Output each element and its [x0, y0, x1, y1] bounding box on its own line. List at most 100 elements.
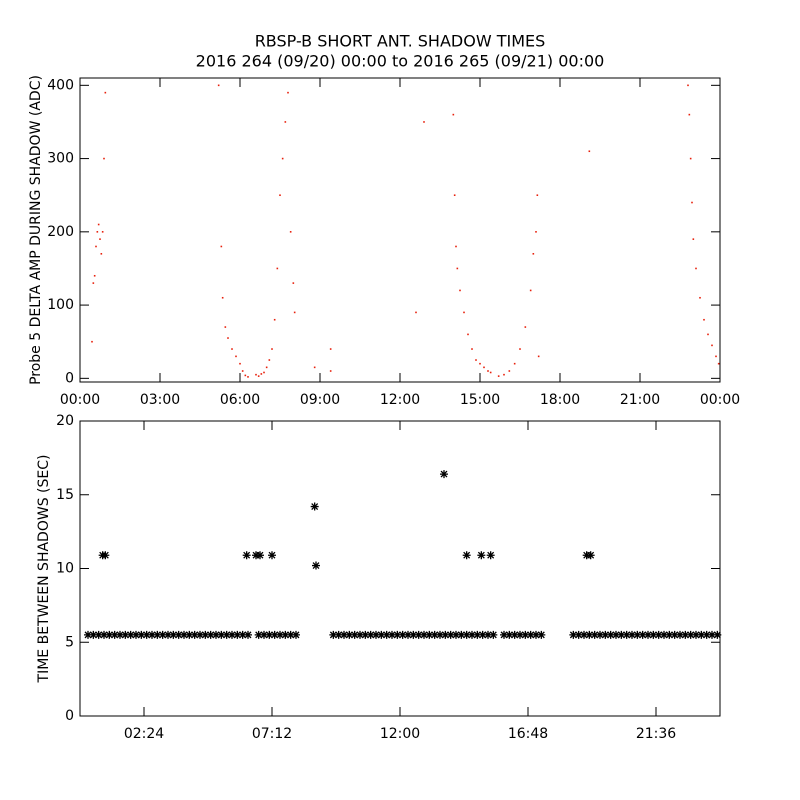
point	[231, 348, 233, 350]
point	[423, 121, 425, 123]
point	[484, 630, 492, 639]
point	[467, 333, 469, 336]
point	[508, 370, 511, 372]
point	[692, 630, 700, 639]
point	[228, 630, 236, 639]
point	[257, 375, 260, 377]
point	[521, 630, 530, 639]
y-axis-label: TIME BETWEEN SHADOWS (SEC)	[36, 455, 52, 684]
point	[691, 201, 693, 204]
point	[524, 326, 527, 328]
x-tick-label: 16:48	[508, 726, 548, 742]
y-tick-label: 200	[47, 224, 74, 240]
point	[132, 630, 140, 639]
point	[462, 630, 471, 639]
point	[415, 311, 417, 314]
point	[463, 311, 465, 314]
point	[510, 630, 519, 639]
point	[483, 366, 485, 369]
point	[497, 375, 500, 377]
point	[241, 370, 244, 372]
point	[268, 551, 276, 560]
point	[265, 366, 268, 369]
point	[535, 231, 537, 233]
point	[256, 551, 264, 560]
point	[388, 630, 396, 639]
point	[281, 157, 284, 160]
point	[284, 121, 287, 123]
point	[500, 630, 508, 639]
point	[101, 551, 110, 560]
point	[96, 231, 99, 233]
point	[537, 630, 546, 639]
x-tick-label: 15:00	[460, 392, 500, 408]
point	[660, 630, 668, 639]
point	[420, 630, 428, 639]
point	[329, 348, 332, 350]
point	[206, 630, 215, 639]
point	[462, 551, 471, 560]
point	[174, 630, 183, 639]
point	[596, 630, 604, 639]
point	[255, 373, 257, 376]
point	[254, 630, 263, 639]
point	[708, 630, 716, 639]
point	[263, 371, 265, 374]
point	[281, 630, 290, 639]
point	[268, 359, 271, 361]
point	[271, 348, 273, 350]
chart-title: RBSP-B SHORT ANT. SHADOW TIMES	[255, 32, 546, 51]
point	[711, 344, 713, 347]
point	[190, 630, 199, 639]
point	[537, 355, 540, 358]
point	[105, 630, 114, 639]
point	[473, 630, 482, 639]
point	[681, 630, 690, 639]
point	[289, 231, 292, 233]
point	[478, 630, 487, 639]
point	[116, 630, 124, 639]
point	[638, 630, 647, 639]
point	[100, 253, 103, 255]
point	[260, 630, 268, 639]
point	[164, 630, 172, 639]
x-tick-label: 18:00	[540, 392, 580, 408]
point	[644, 630, 652, 639]
point	[292, 630, 300, 639]
point	[457, 630, 466, 639]
point	[617, 630, 626, 639]
point	[142, 630, 151, 639]
point	[334, 630, 343, 639]
x-tick-label: 09:00	[300, 392, 340, 408]
point	[329, 630, 338, 639]
point	[100, 630, 108, 639]
x-tick-label: 02:24	[124, 726, 164, 742]
point	[340, 630, 348, 639]
point	[489, 630, 498, 639]
point	[516, 630, 524, 639]
point	[196, 630, 204, 639]
point	[372, 630, 380, 639]
y-tick-label: 100	[47, 297, 74, 313]
point	[329, 370, 332, 372]
y-tick-label: 0	[65, 370, 74, 386]
point	[459, 289, 461, 292]
point	[93, 274, 96, 277]
point	[654, 630, 663, 639]
point	[247, 376, 249, 378]
point	[310, 502, 319, 511]
point	[185, 630, 194, 639]
point	[585, 630, 594, 639]
point	[91, 340, 93, 343]
point	[97, 223, 100, 226]
point	[244, 374, 247, 377]
x-tick-label: 07:12	[252, 726, 292, 742]
point	[676, 630, 684, 639]
point	[649, 630, 658, 639]
point	[702, 630, 711, 639]
y-tick-label: 20	[56, 413, 74, 429]
point	[409, 630, 418, 639]
point	[217, 84, 220, 87]
point	[222, 630, 231, 639]
point	[260, 373, 263, 375]
